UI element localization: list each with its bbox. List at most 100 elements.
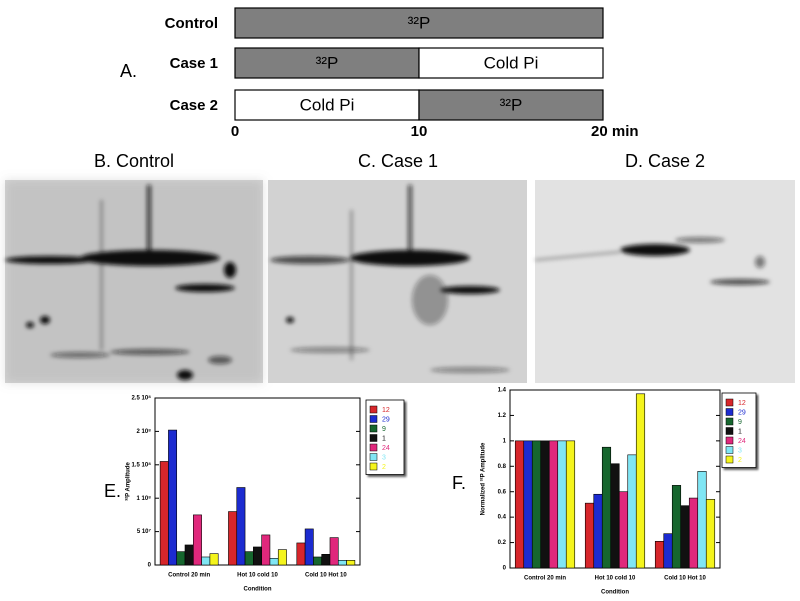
bar — [176, 551, 186, 566]
x-tick-label: Cold 10 Hot 10 — [664, 576, 706, 582]
y-tick-label: 0 — [503, 566, 507, 572]
x-axis-label: Condition — [601, 590, 629, 596]
segment-label: ³²P — [316, 53, 339, 72]
bar — [565, 440, 576, 569]
bar — [688, 497, 699, 569]
legend-label: 12 — [382, 407, 390, 414]
bar — [557, 440, 567, 569]
legend-label: 24 — [738, 438, 746, 445]
x-tick-label: Control 20 min — [168, 573, 210, 579]
x-tick-label: Control 20 min — [524, 576, 566, 582]
bar — [663, 533, 673, 569]
time-tick-label: 0 — [231, 123, 239, 140]
legend-swatch — [725, 455, 734, 464]
legend-label: 9 — [738, 419, 742, 426]
bar — [346, 560, 356, 566]
legend-swatch — [725, 408, 734, 416]
row-label: Case 1 — [170, 55, 218, 72]
y-tick-label: 1 10⁸ — [136, 496, 151, 502]
time-tick-label: 10 — [411, 123, 428, 140]
bar — [705, 499, 716, 569]
x-tick-label: Hot 10 cold 10 — [595, 576, 636, 582]
legend-swatch — [369, 405, 378, 414]
bar — [321, 554, 331, 566]
y-tick-label: 0.8 — [498, 464, 507, 470]
time-tick-label: 20 min — [591, 123, 639, 140]
y-tick-label: 1.4 — [498, 388, 507, 394]
bar — [193, 514, 202, 566]
bar — [304, 528, 314, 566]
bar — [593, 493, 603, 569]
x-axis-label: Condition — [244, 587, 272, 593]
y-tick-label: 2 10⁸ — [136, 429, 151, 435]
legend-swatch — [369, 453, 378, 461]
bar — [627, 454, 637, 569]
legend-swatch — [725, 436, 734, 445]
y-tick-label: 0.6 — [498, 489, 507, 495]
bar — [296, 542, 306, 566]
gel-d — [534, 180, 795, 383]
y-tick-label: 0.2 — [498, 540, 507, 546]
y-tick-label: 0 — [148, 563, 152, 569]
legend-label: 9 — [382, 426, 386, 433]
y-tick-label: 0.4 — [498, 515, 507, 521]
y-tick-label: 1 — [503, 438, 507, 444]
legend-swatch — [725, 446, 734, 454]
plot-frame — [154, 397, 361, 566]
legend-label: 1 — [382, 435, 386, 442]
legend-label: 1 — [738, 428, 742, 435]
bar — [540, 440, 550, 569]
bar — [635, 393, 646, 569]
bar — [654, 540, 665, 569]
timeline-segment — [418, 47, 604, 79]
bar — [531, 440, 542, 569]
legend-label: 12 — [738, 400, 746, 407]
bar — [236, 487, 246, 566]
segment-label: Cold Pi — [300, 95, 355, 114]
bar — [159, 461, 169, 566]
bar — [168, 429, 178, 566]
legend-label: 2 — [738, 457, 742, 464]
legend-label: 3 — [738, 447, 742, 454]
timeline-segment — [234, 47, 420, 79]
legend-label: 3 — [382, 454, 386, 461]
bar — [277, 549, 287, 566]
legend-swatch — [369, 434, 378, 442]
legend-swatch — [725, 417, 734, 426]
bar — [313, 556, 322, 566]
y-axis-label: ³²P Amplitude — [125, 462, 132, 501]
legend: 12 29 9 1 24 3 2 — [721, 392, 757, 468]
gel-title: B. Control — [94, 151, 174, 171]
segment-label: Cold Pi — [484, 53, 539, 72]
legend-swatch — [725, 427, 734, 435]
segment-label: ³²P — [500, 95, 523, 114]
panel-label: F. — [452, 473, 466, 493]
bar — [209, 553, 219, 566]
bar — [610, 463, 620, 569]
gel-c — [268, 180, 527, 383]
legend-swatch — [369, 424, 378, 433]
legend-label: 29 — [382, 416, 390, 423]
panel-label: E. — [104, 481, 121, 501]
bar — [201, 556, 211, 566]
y-tick-label: 1.2 — [498, 413, 507, 419]
legend-swatch — [369, 443, 378, 452]
bar — [584, 502, 595, 569]
bar — [601, 446, 612, 569]
bar — [697, 471, 707, 569]
y-tick-label: 2.5 10⁸ — [131, 396, 151, 402]
bar — [523, 440, 533, 569]
legend-swatch — [369, 462, 378, 471]
row-label: Control — [165, 15, 218, 32]
bar — [329, 537, 339, 566]
bar — [680, 505, 690, 569]
bar — [253, 546, 262, 566]
timeline-segment — [418, 89, 604, 121]
legend-label: 24 — [382, 445, 390, 452]
legend-label: 2 — [382, 464, 386, 471]
gel-title: D. Case 2 — [625, 151, 705, 171]
x-tick-label: Hot 10 cold 10 — [237, 573, 278, 579]
bar — [548, 440, 559, 569]
bar — [514, 440, 525, 569]
bar — [269, 558, 279, 566]
